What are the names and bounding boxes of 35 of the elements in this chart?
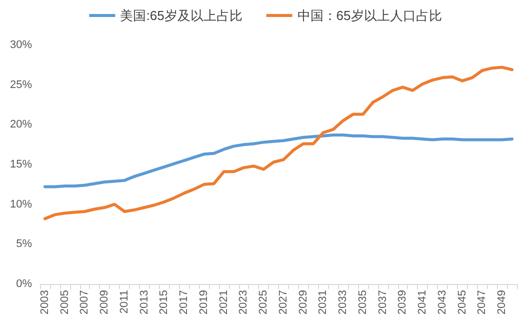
- x-tick-label: 2007: [78, 290, 91, 314]
- x-tick-label: 2009: [98, 290, 111, 314]
- x-tick-label: 2013: [138, 290, 150, 314]
- x-tick-label: 2027: [277, 290, 290, 314]
- x-tick-label: 2049: [496, 290, 508, 314]
- legend-label: 美国:65岁及以上占比: [120, 8, 242, 23]
- line-series: [43, 134, 514, 188]
- x-tick-label: 2029: [297, 290, 310, 314]
- y-tick-label: 15%: [10, 158, 32, 170]
- x-tick-label: 2019: [198, 290, 210, 314]
- x-tick-label: 2005: [58, 290, 71, 314]
- y-tick-label: 20%: [10, 118, 32, 131]
- x-tick-label: 2023: [238, 290, 250, 314]
- x-tick-label: 2041: [416, 290, 429, 314]
- line-series: [43, 66, 514, 220]
- x-tick-label: 2031: [317, 290, 330, 314]
- x-tick-label: 2011: [118, 290, 130, 314]
- x-tick-label: 2033: [337, 290, 350, 314]
- x-tick-label: 2037: [376, 290, 389, 314]
- x-tick-label: 2039: [396, 290, 409, 314]
- x-tick-label: 2003: [38, 290, 51, 314]
- x-tick-label: 2043: [436, 290, 448, 314]
- legend-label: 中国：65岁以上人口占比: [297, 8, 442, 23]
- y-tick-label: 25%: [10, 78, 32, 91]
- x-tick-label: 2015: [158, 290, 170, 314]
- x-tick-label: 2025: [258, 290, 270, 314]
- y-tick-label: 5%: [16, 238, 32, 250]
- x-tick-label: 2017: [178, 290, 190, 314]
- x-tick-label: 2047: [476, 290, 488, 314]
- x-tick-label: 2035: [356, 290, 369, 314]
- y-tick-label: 10%: [10, 198, 32, 210]
- x-tick-label: 2021: [218, 290, 230, 314]
- x-tick-label: 2045: [456, 290, 468, 314]
- y-tick-label: 0%: [16, 278, 32, 290]
- y-tick-label: 30%: [10, 39, 32, 51]
